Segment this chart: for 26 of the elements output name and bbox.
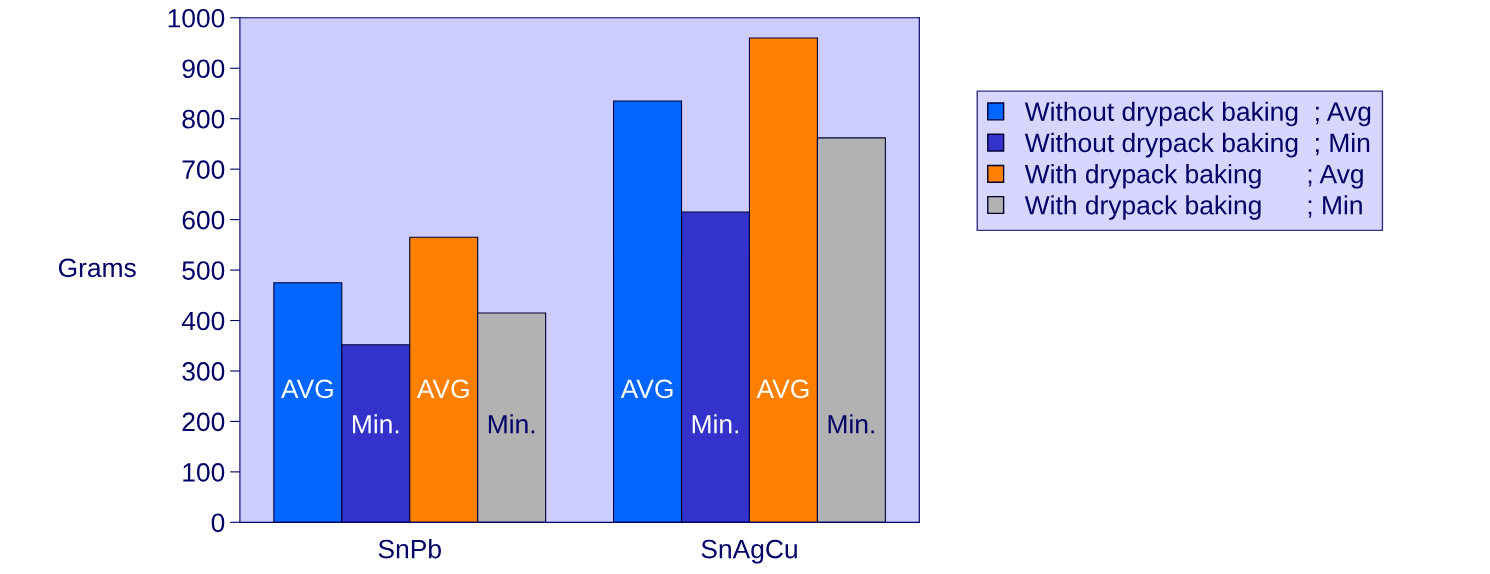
y-tick-label: 200	[182, 412, 225, 432]
data-label: Min.	[692, 414, 739, 434]
data-label: AVG	[281, 379, 333, 399]
data-label: Min.	[488, 414, 535, 434]
y-tick-label: 500	[182, 261, 225, 280]
legend-label: Without drypack baking ; Min	[1024, 132, 1370, 158]
data-label: Min.	[353, 414, 399, 434]
legend-label: Without drypack baking ; Avg	[1024, 101, 1371, 127]
y-tick-label: 800	[182, 109, 225, 129]
data-label: AVG	[416, 379, 469, 399]
legend-label: With drypack baking ; Min	[1024, 195, 1362, 220]
y-tick-label: 700	[182, 160, 225, 179]
legend-label: With drypack baking ; Avg	[1024, 164, 1363, 189]
y-tick-label: 600	[182, 210, 225, 230]
x-tick-label: SnAgCu	[701, 539, 797, 564]
y-tick-label: 100	[183, 463, 225, 482]
y-tick-label: 900	[182, 59, 225, 79]
data-label: AVG	[620, 379, 673, 399]
x-tick-label: SnPb	[378, 539, 441, 559]
y-tick-label: 0	[211, 513, 225, 533]
y-tick-label: 400	[181, 311, 225, 331]
y-tick-label: 300	[182, 362, 225, 381]
y-axis-title: Grams	[58, 258, 136, 278]
y-tick-label: 1000	[168, 8, 225, 28]
data-label: Min.	[828, 414, 874, 434]
data-label: AVG	[756, 379, 809, 399]
